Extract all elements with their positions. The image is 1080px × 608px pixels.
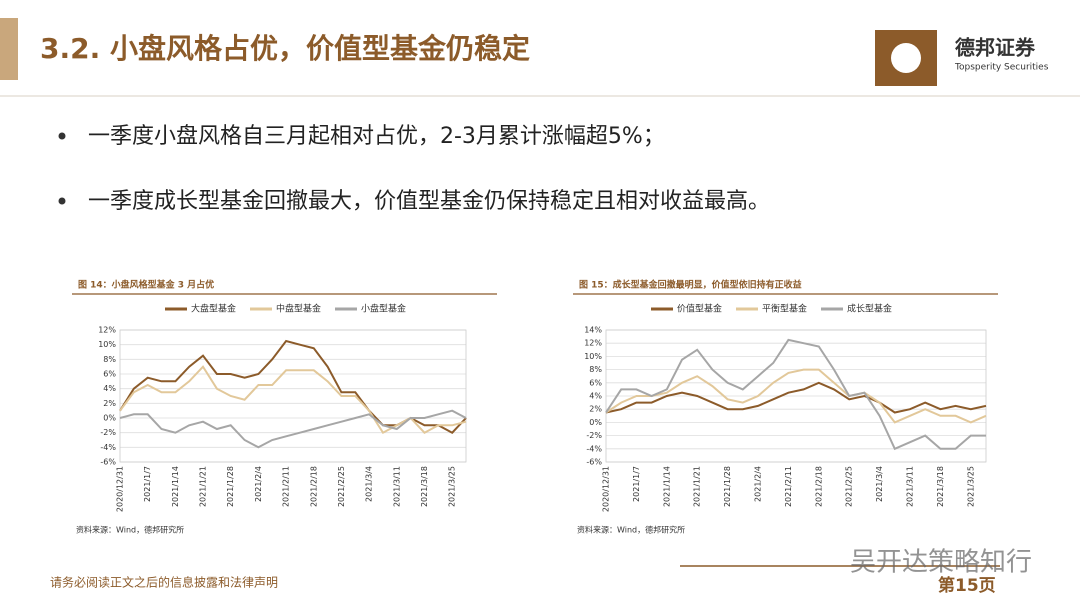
y-tick-label: 10% bbox=[98, 340, 116, 349]
x-tick-label: 2021/3/18 bbox=[420, 466, 429, 507]
x-tick-label: 2021/2/18 bbox=[814, 466, 823, 507]
x-tick-label: 2021/2/4 bbox=[754, 466, 763, 502]
x-tick-label: 2021/3/25 bbox=[966, 466, 975, 507]
x-tick-label: 2021/1/21 bbox=[693, 466, 702, 507]
logo-name: 德邦证券 bbox=[955, 36, 1036, 60]
y-tick-label: 10% bbox=[584, 352, 602, 361]
footer-disclaimer: 请务必阅读正文之后的信息披露和法律声明 bbox=[50, 575, 278, 590]
x-tick-label: 2021/3/25 bbox=[448, 466, 457, 507]
x-tick-label: 2021/1/7 bbox=[632, 466, 641, 502]
y-tick-label: 0% bbox=[103, 414, 116, 423]
x-tick-label: 2021/3/4 bbox=[875, 466, 884, 502]
x-tick-label: 2021/2/11 bbox=[784, 466, 793, 507]
y-tick-label: 12% bbox=[98, 326, 116, 335]
legend-label: 成长型基金 bbox=[847, 303, 892, 315]
plot-frame bbox=[605, 329, 987, 463]
x-tick-label: 2021/1/14 bbox=[662, 466, 671, 507]
y-tick-label: 4% bbox=[589, 392, 602, 401]
page-number: 第15页 bbox=[938, 575, 996, 596]
x-tick-label: 2021/2/25 bbox=[845, 466, 854, 507]
legend-label: 大盘型基金 bbox=[191, 303, 236, 315]
legend-label: 中盘型基金 bbox=[276, 303, 321, 315]
x-tick-label: 2021/2/11 bbox=[282, 466, 291, 507]
series-line bbox=[605, 338, 986, 451]
y-tick-label: -6% bbox=[586, 458, 602, 467]
chart-source: 资料来源：Wind，德邦研究所 bbox=[577, 525, 685, 535]
series-line bbox=[605, 381, 987, 414]
series-line bbox=[605, 368, 987, 424]
logo-subtitle: Topsperity Securities bbox=[954, 63, 1049, 73]
x-tick-label: 2020/12/31 bbox=[116, 466, 125, 512]
x-tick-label: 2021/2/4 bbox=[254, 466, 263, 502]
bullet-text: 一季度小盘风格自三月起相对占优，2-3月累计涨幅超5%； bbox=[88, 124, 665, 149]
bullet-dot bbox=[58, 132, 66, 140]
y-tick-label: 6% bbox=[103, 370, 116, 379]
x-tick-label: 2021/1/7 bbox=[143, 466, 152, 502]
y-tick-label: 2% bbox=[589, 405, 602, 414]
logo-mark bbox=[891, 43, 921, 73]
x-tick-label: 2020/12/31 bbox=[602, 466, 611, 512]
x-tick-label: 2021/1/21 bbox=[199, 466, 208, 507]
x-tick-label: 2021/2/25 bbox=[337, 466, 346, 507]
y-tick-label: -4% bbox=[100, 443, 116, 452]
y-tick-label: 14% bbox=[584, 326, 602, 335]
y-tick-label: 6% bbox=[589, 378, 602, 387]
bullet-dot bbox=[58, 197, 66, 205]
y-tick-label: -4% bbox=[586, 444, 602, 453]
x-tick-label: 2021/3/11 bbox=[392, 466, 401, 507]
chart-title: 图 14：小盘风格型基金 3 月占优 bbox=[78, 279, 214, 291]
x-tick-label: 2021/3/4 bbox=[365, 466, 374, 502]
chart-title: 图 15：成长型基金回撤最明显，价值型依旧持有正收益 bbox=[579, 279, 802, 291]
y-tick-label: 0% bbox=[589, 418, 602, 427]
y-tick-label: 8% bbox=[589, 365, 602, 374]
series-line bbox=[119, 409, 467, 449]
title-accent bbox=[0, 18, 18, 80]
x-tick-label: 2021/1/28 bbox=[226, 466, 235, 507]
x-tick-label: 2021/3/18 bbox=[936, 466, 945, 507]
slide-title: 3.2. 小盘风格占优，价值型基金仍稳定 bbox=[40, 32, 530, 65]
series-line bbox=[119, 365, 467, 435]
y-tick-label: -2% bbox=[100, 428, 116, 437]
x-tick-label: 2021/3/11 bbox=[906, 466, 915, 507]
x-tick-label: 2021/2/18 bbox=[309, 466, 318, 507]
watermark: 吴开达策略知行 bbox=[850, 548, 1032, 578]
y-tick-label: 12% bbox=[584, 339, 602, 348]
y-tick-label: 8% bbox=[103, 355, 116, 364]
plot-frame bbox=[119, 329, 467, 463]
bullet-text: 一季度成长型基金回撤最大，价值型基金仍保持稳定且相对收益最高。 bbox=[88, 189, 770, 214]
x-tick-label: 2021/1/14 bbox=[171, 466, 180, 507]
legend-label: 小盘型基金 bbox=[361, 303, 406, 315]
y-tick-label: 4% bbox=[103, 384, 116, 393]
legend-label: 平衡型基金 bbox=[762, 303, 807, 315]
y-tick-label: -2% bbox=[586, 431, 602, 440]
y-tick-label: -6% bbox=[100, 458, 116, 467]
y-tick-label: 2% bbox=[103, 399, 116, 408]
chart-source: 资料来源：Wind，德邦研究所 bbox=[76, 525, 184, 535]
legend-label: 价值型基金 bbox=[677, 303, 722, 315]
x-tick-label: 2021/1/28 bbox=[723, 466, 732, 507]
